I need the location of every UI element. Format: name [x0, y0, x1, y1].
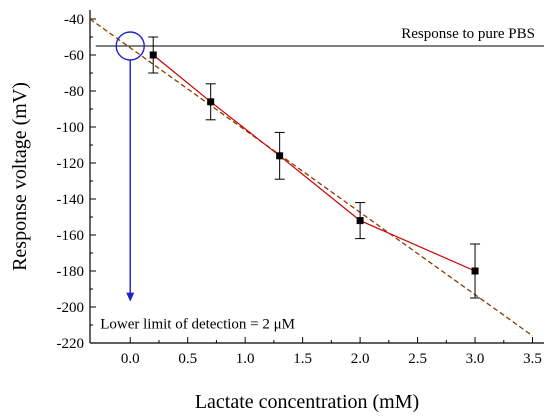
x-tick-label: 2.0 — [351, 351, 370, 367]
y-tick-label: -200 — [57, 300, 85, 316]
x-tick-label: 1.0 — [236, 351, 255, 367]
data-point — [471, 267, 479, 275]
x-tick-label: 0.0 — [121, 351, 140, 367]
y-tick-label: -100 — [57, 120, 85, 136]
series-segment — [279, 155, 361, 222]
y-tick-label: -40 — [64, 12, 84, 28]
x-tick-label: 3.5 — [523, 351, 542, 367]
y-tick-label: -160 — [57, 228, 85, 244]
detection-arrowhead — [126, 292, 135, 302]
fit-dashed-line — [89, 18, 533, 337]
x-tick-label: 3.0 — [466, 351, 485, 367]
data-point — [276, 152, 284, 160]
y-tick-label: -60 — [64, 48, 84, 64]
series-segment — [210, 101, 281, 157]
data-point — [207, 98, 215, 106]
detection-label: Lower limit of detection = 2 μM — [100, 317, 295, 333]
y-tick-label: -80 — [64, 84, 84, 100]
y-tick-label: -120 — [57, 156, 85, 172]
y-tick-label: -180 — [57, 264, 85, 280]
series-segment — [152, 54, 212, 103]
baseline-label: Response to pure PBS — [401, 26, 535, 42]
x-axis-title: Lactate concentration (mM) — [195, 391, 419, 413]
y-axis-title: Response voltage (mV) — [9, 82, 31, 271]
data-point — [356, 217, 364, 225]
y-tick-label: -140 — [57, 192, 85, 208]
data-point — [149, 51, 157, 59]
y-tick-label: -220 — [57, 336, 85, 352]
x-tick-label: 2.5 — [408, 351, 427, 367]
x-tick-label: 1.5 — [293, 351, 312, 367]
series-segment — [359, 220, 476, 272]
x-tick-label: 0.5 — [178, 351, 197, 367]
